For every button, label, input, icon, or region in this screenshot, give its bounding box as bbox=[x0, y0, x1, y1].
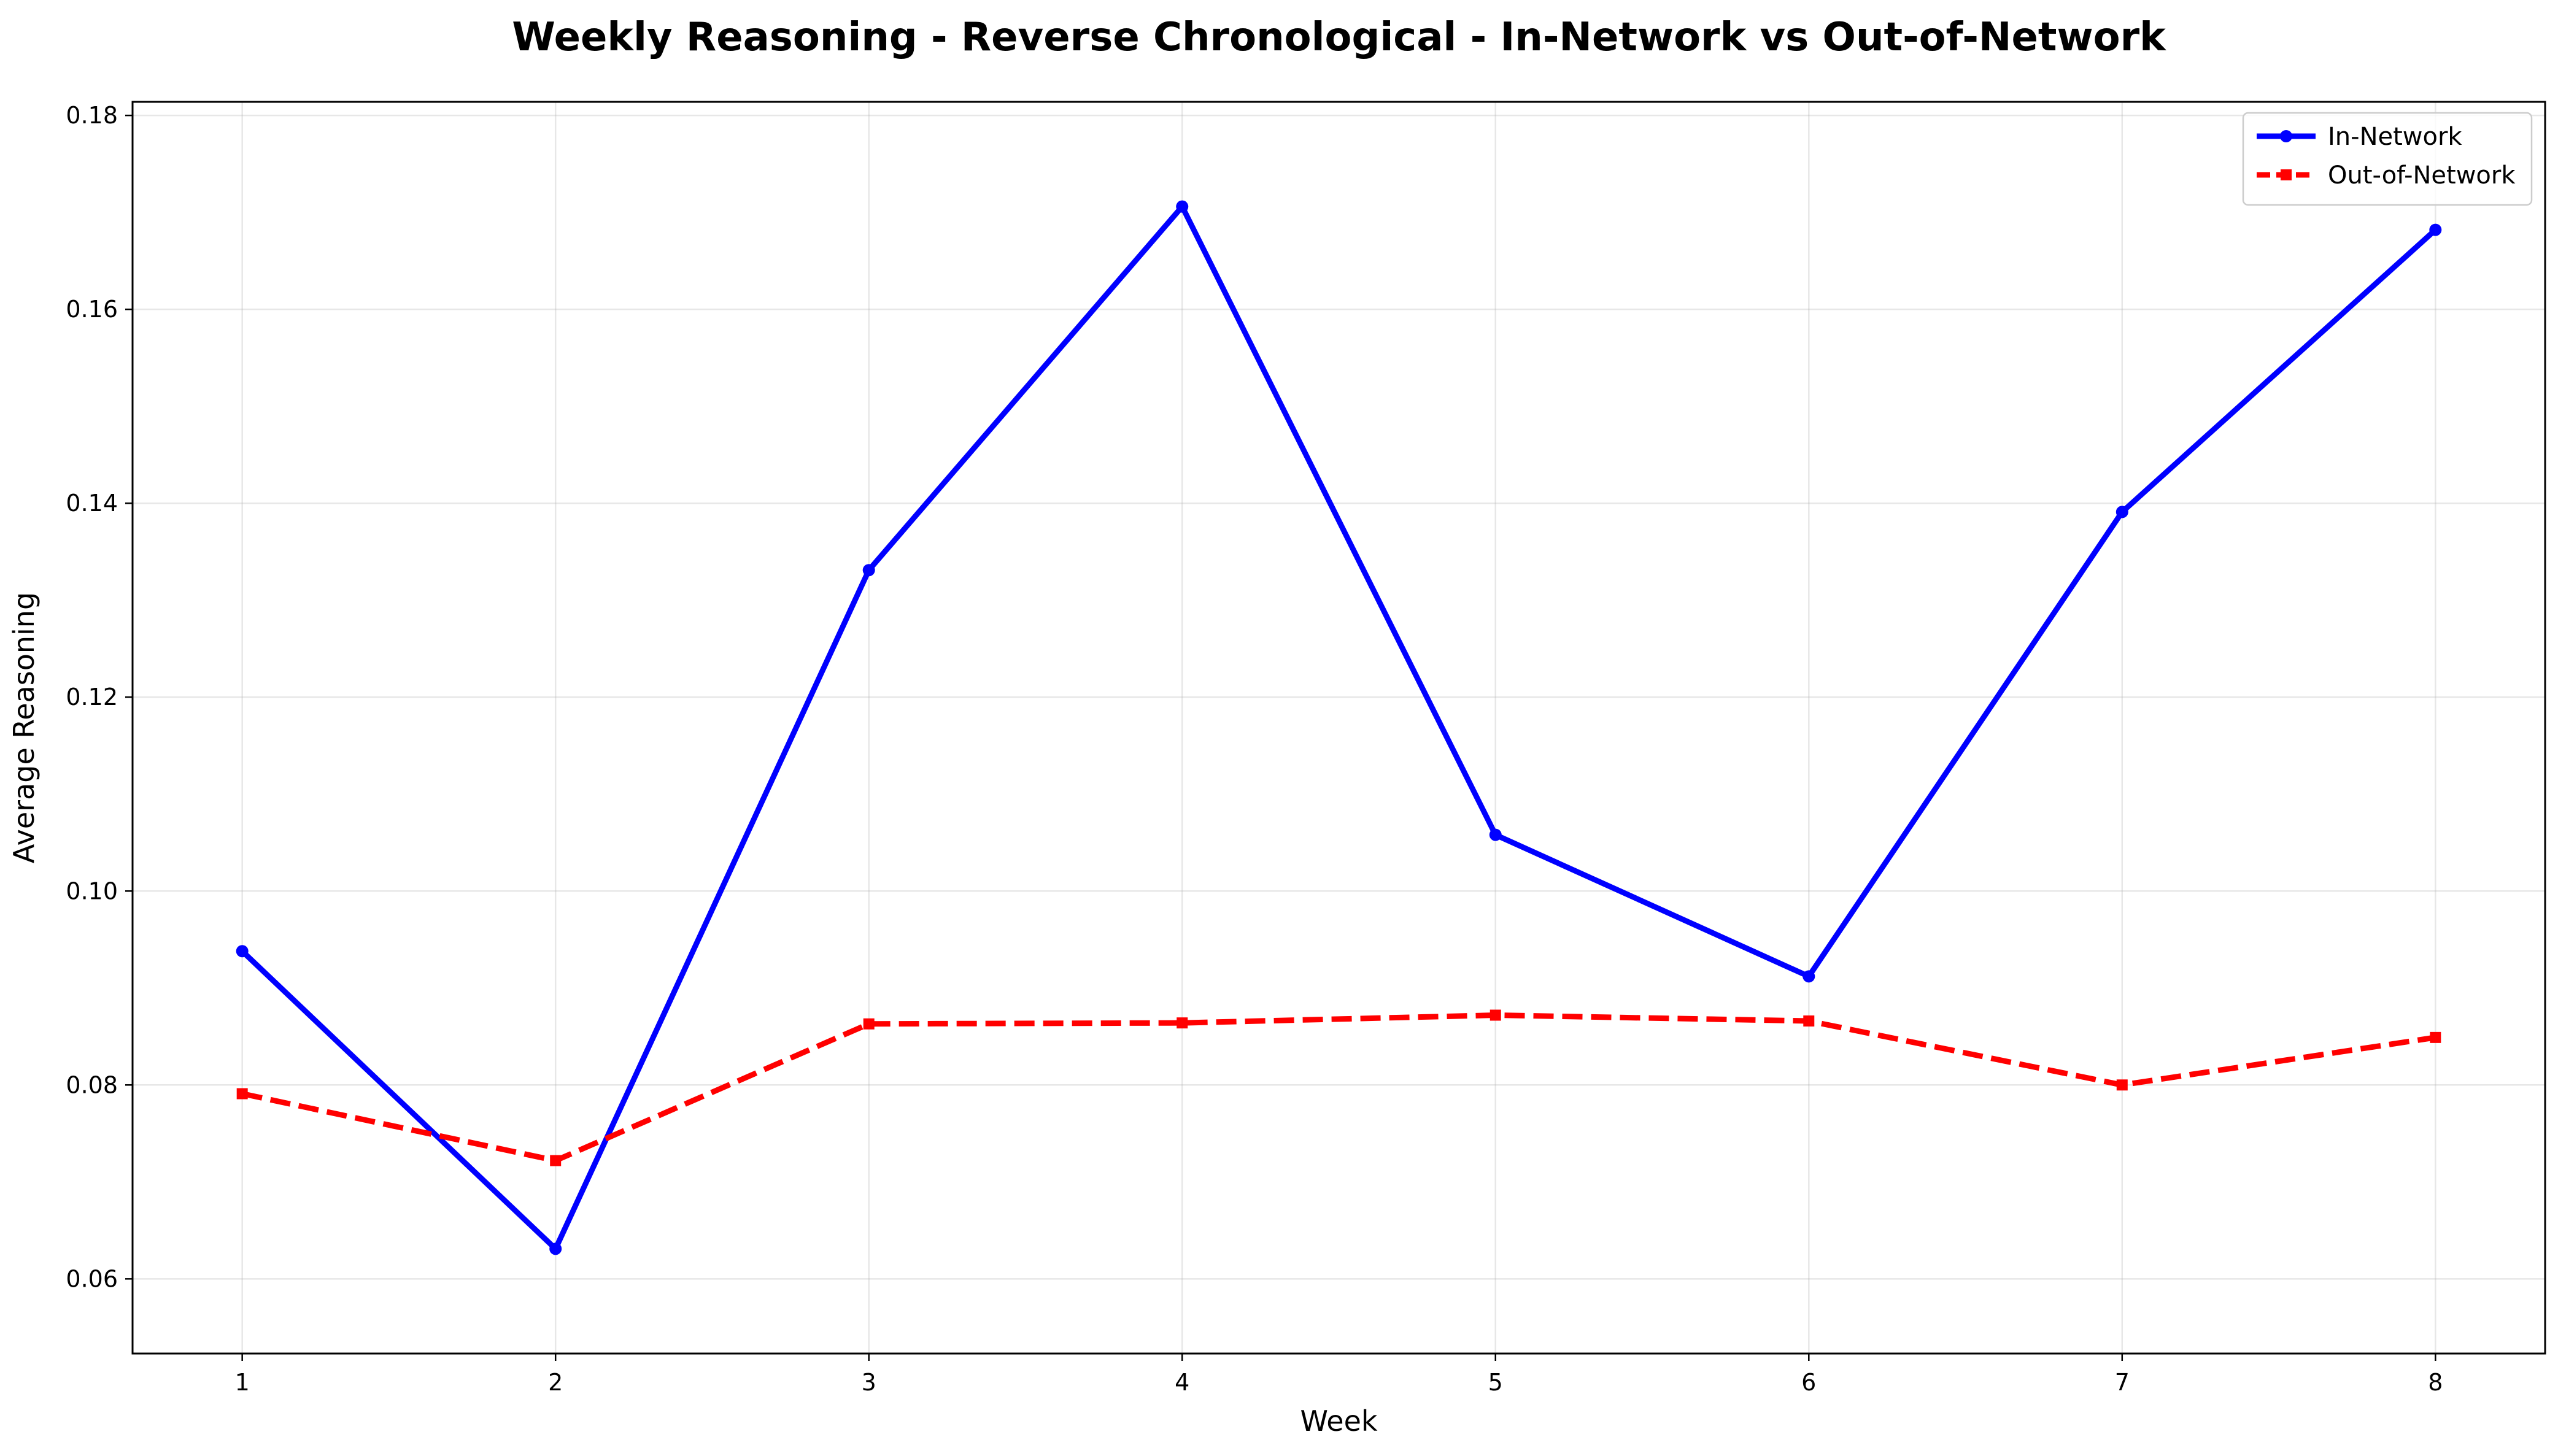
legend-label-out-of-network: Out-of-Network bbox=[2328, 161, 2516, 190]
legend-marker-in-network bbox=[2280, 130, 2292, 142]
x-tick-label: 7 bbox=[2115, 1369, 2130, 1396]
series-layer bbox=[236, 200, 2442, 1255]
plot-frame bbox=[131, 101, 2546, 1355]
y-tick-label: 0.14 bbox=[66, 490, 118, 517]
x-tick-label: 8 bbox=[2428, 1369, 2443, 1396]
y-tick-label: 0.12 bbox=[66, 684, 118, 711]
data-point-out-of-network bbox=[2116, 1079, 2128, 1091]
chart-title: Weekly Reasoning - Reverse Chronological… bbox=[512, 15, 2166, 60]
y-tick-label: 0.18 bbox=[66, 102, 118, 129]
data-point-in-network bbox=[1489, 828, 1502, 841]
y-tick-label: 0.08 bbox=[66, 1071, 118, 1098]
data-point-out-of-network bbox=[236, 1088, 248, 1100]
legend: In-Network Out-of-Network bbox=[2242, 112, 2533, 206]
x-axis-label: Week bbox=[1300, 1404, 1377, 1438]
legend-item-in-network: In-Network bbox=[2257, 123, 2462, 151]
y-tick-label: 0.16 bbox=[66, 296, 118, 323]
x-tick-label: 4 bbox=[1175, 1369, 1189, 1396]
y-axis-label: Average Reasoning bbox=[7, 592, 41, 863]
data-point-in-network bbox=[2429, 223, 2442, 236]
x-tick-label: 5 bbox=[1488, 1369, 1503, 1396]
data-point-out-of-network bbox=[1803, 1015, 1815, 1027]
data-point-out-of-network bbox=[863, 1018, 875, 1030]
x-tick-label: 6 bbox=[1801, 1369, 1816, 1396]
data-point-out-of-network bbox=[2430, 1031, 2441, 1043]
data-point-in-network bbox=[1176, 200, 1189, 213]
data-point-out-of-network bbox=[1490, 1009, 1501, 1021]
x-tick-label: 2 bbox=[548, 1369, 563, 1396]
data-point-out-of-network bbox=[550, 1155, 562, 1166]
series-out-of-network bbox=[236, 1009, 2441, 1166]
data-point-out-of-network bbox=[1177, 1017, 1188, 1029]
x-tick-label: 3 bbox=[862, 1369, 876, 1396]
y-tick-label: 0.10 bbox=[66, 877, 118, 904]
data-point-in-network bbox=[549, 1242, 562, 1255]
data-point-in-network bbox=[236, 945, 249, 958]
ticks-layer: 1 2 3 4 5 6 7 8 0.06 0.08 0.10 0.12 0.14 0.16 0.18 bbox=[66, 102, 2443, 1396]
legend-marker-out-of-network bbox=[2281, 169, 2292, 180]
x-tick-label: 1 bbox=[235, 1369, 250, 1396]
grid-layer bbox=[133, 102, 2545, 1354]
data-point-in-network bbox=[1803, 970, 1815, 983]
series-line-out-of-network bbox=[241, 1012, 2436, 1164]
data-point-in-network bbox=[2116, 506, 2128, 518]
legend-item-out-of-network: Out-of-Network bbox=[2257, 161, 2516, 190]
y-tick-label: 0.06 bbox=[66, 1265, 118, 1292]
legend-label-in-network: In-Network bbox=[2328, 123, 2462, 151]
data-point-in-network bbox=[862, 564, 875, 577]
